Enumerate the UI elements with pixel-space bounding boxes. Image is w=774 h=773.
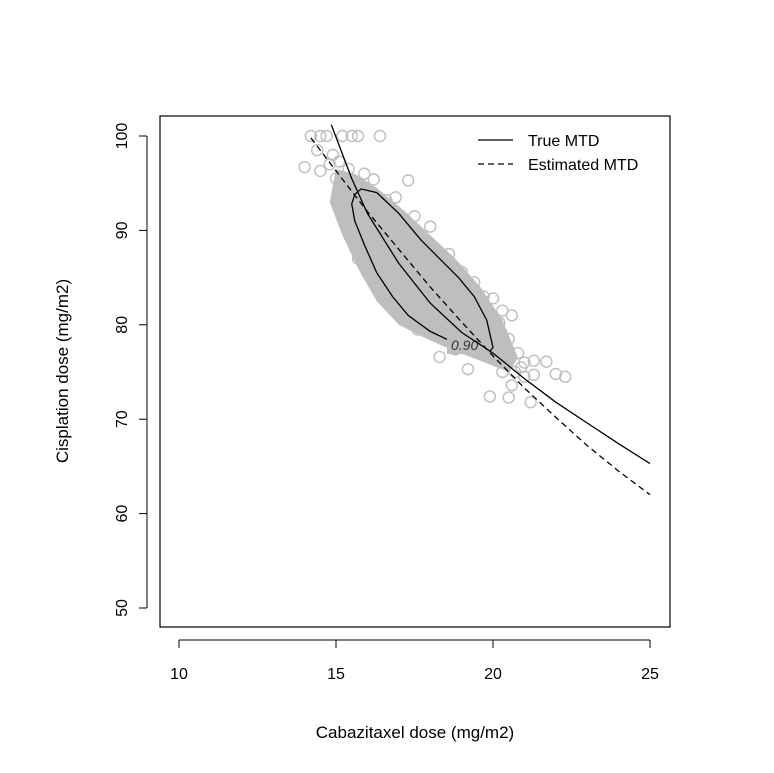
data-point [505, 379, 519, 392]
data-point [320, 129, 333, 143]
true-mtd-line [330, 124, 651, 465]
data-point [373, 129, 387, 143]
data-point [505, 309, 519, 322]
data-point [527, 368, 541, 382]
data-point [298, 160, 311, 174]
x-tick-label: 15 [327, 666, 345, 683]
data-point [310, 143, 324, 157]
data-point [367, 173, 380, 186]
data-point [345, 129, 358, 143]
data-point [540, 355, 553, 368]
data-point [351, 129, 365, 143]
y-tick-label: 70 [114, 410, 131, 428]
legend-true-label: True MTD [528, 133, 599, 150]
point-cloud-fill [329, 169, 519, 372]
data-point [389, 191, 402, 204]
data-point [433, 350, 446, 364]
x-tick-label: 25 [641, 666, 659, 683]
data-point [336, 129, 349, 143]
legend-estimated-label: Estimated MTD [528, 157, 638, 174]
data-point [502, 391, 515, 404]
data-point [559, 370, 572, 383]
y-tick-label: 100 [114, 123, 131, 150]
data-point [358, 167, 371, 180]
data-point [323, 158, 336, 171]
x-axis: 10 15 20 25 [170, 639, 659, 683]
y-tick-label: 90 [114, 221, 131, 239]
plot-frame [159, 115, 671, 628]
estimated-mtd-line [310, 137, 651, 496]
data-point [304, 129, 318, 143]
data-point [461, 362, 475, 376]
y-tick-label: 50 [114, 599, 131, 617]
data-point [524, 396, 537, 409]
contour-label: 0.90 [451, 337, 478, 353]
data-point [483, 390, 497, 403]
data-point [527, 354, 541, 367]
legend: True MTD Estimated MTD [478, 133, 638, 174]
data-point [314, 129, 327, 143]
data-point [314, 164, 327, 178]
x-axis-label: Cabazitaxel dose (mg/m2) [316, 723, 514, 742]
y-axis: 50 60 70 80 90 100 [114, 123, 148, 617]
data-point [402, 174, 415, 187]
y-tick-label: 80 [114, 316, 131, 334]
x-tick-label: 10 [170, 666, 188, 683]
x-tick-label: 20 [484, 666, 502, 683]
data-point [424, 220, 437, 233]
data-point [518, 370, 531, 383]
y-axis-label: Cisplation dose (mg/m2) [53, 279, 72, 463]
y-tick-label: 60 [114, 505, 131, 523]
